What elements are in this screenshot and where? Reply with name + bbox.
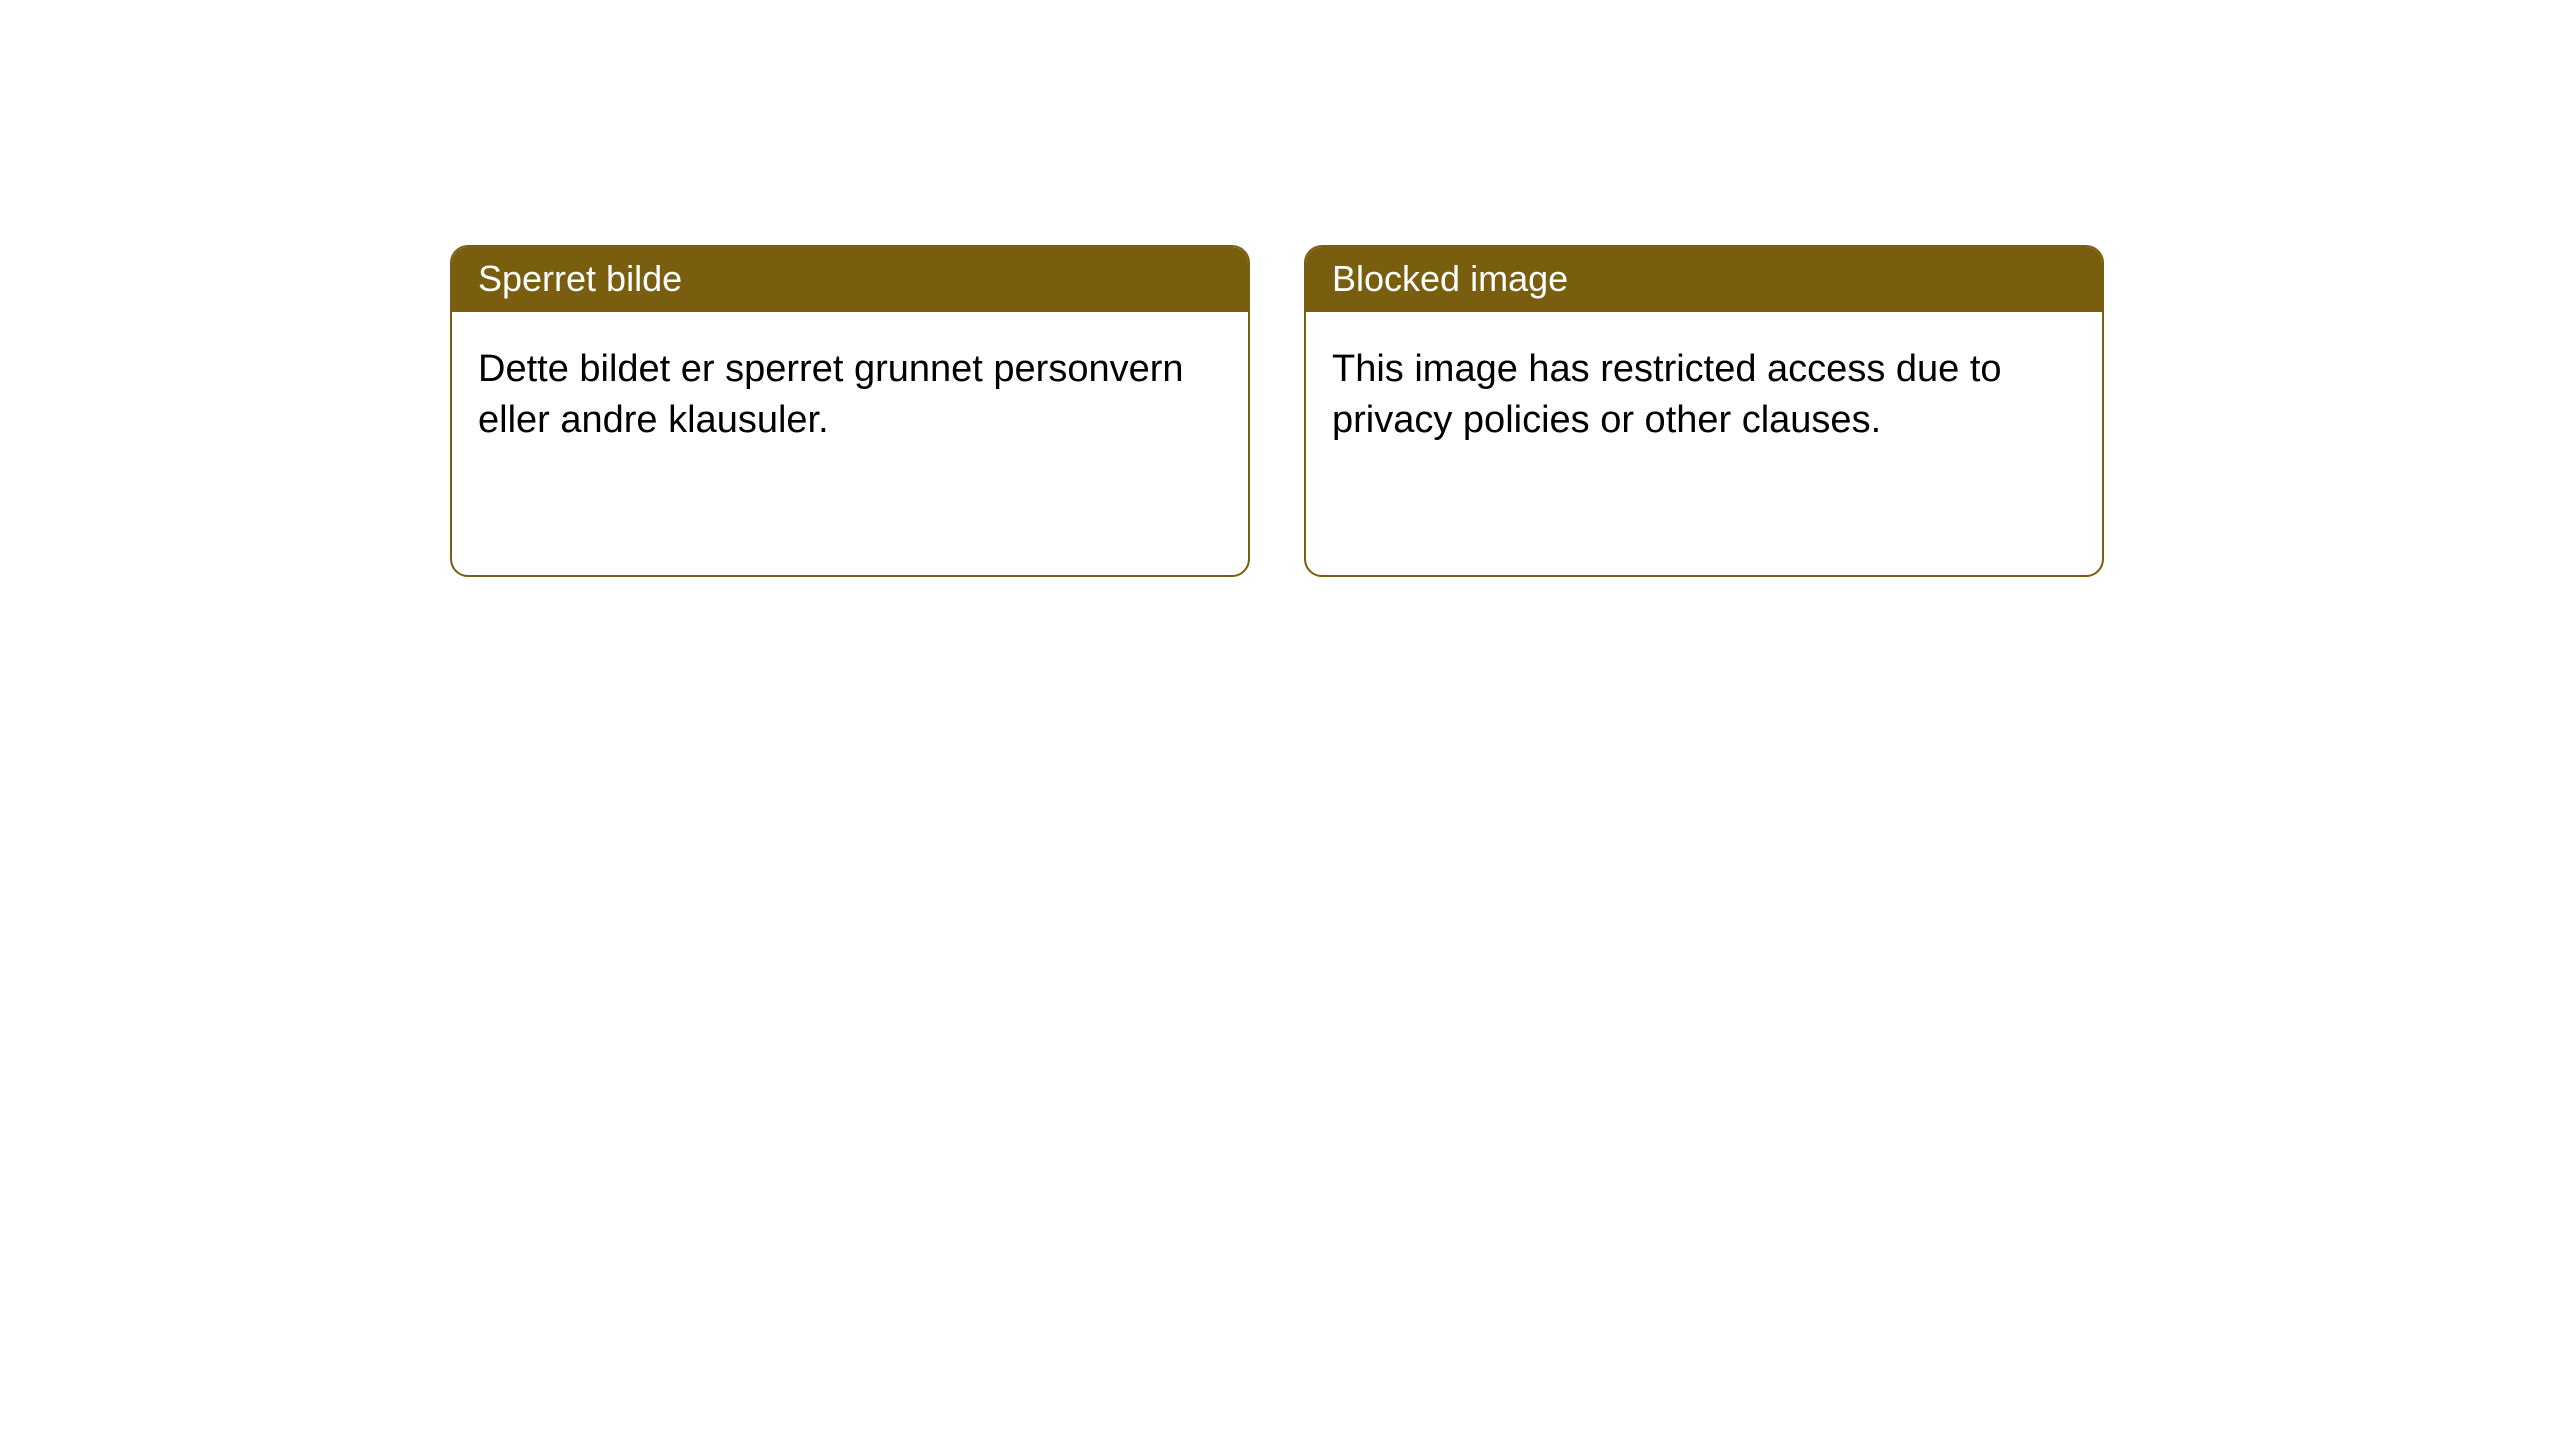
notice-cards-container: Sperret bilde Dette bildet er sperret gr… — [450, 245, 2104, 577]
notice-header: Blocked image — [1306, 247, 2102, 312]
notice-body: This image has restricted access due to … — [1306, 312, 2102, 473]
notice-header: Sperret bilde — [452, 247, 1248, 312]
notice-body: Dette bildet er sperret grunnet personve… — [452, 312, 1248, 473]
notice-card-norwegian: Sperret bilde Dette bildet er sperret gr… — [450, 245, 1250, 577]
notice-card-english: Blocked image This image has restricted … — [1304, 245, 2104, 577]
